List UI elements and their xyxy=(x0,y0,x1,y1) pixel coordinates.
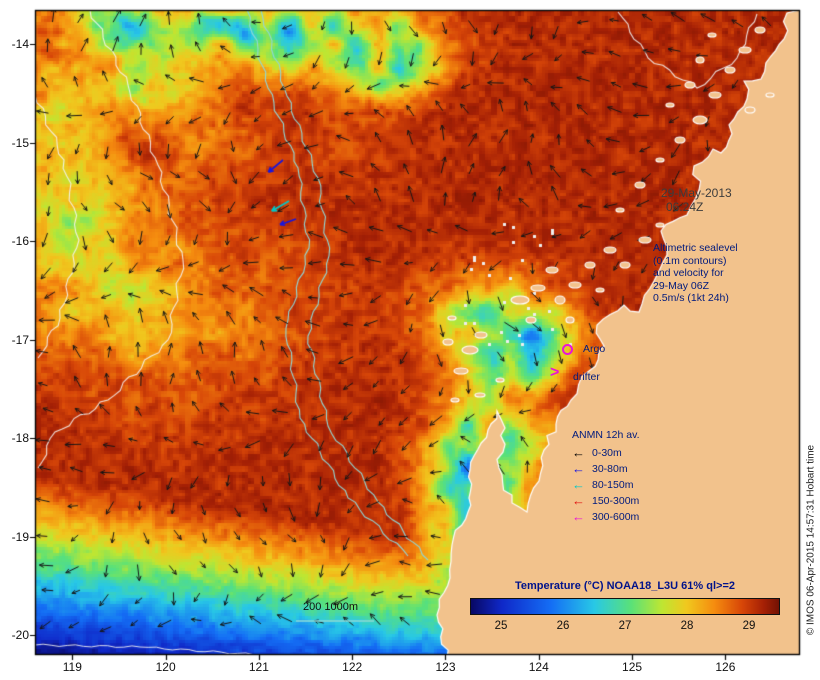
x-axis-tick-label: 120 xyxy=(155,660,176,674)
colorbar-title: Temperature (°C) NOAA18_L3U 61% ql>=2 xyxy=(515,580,735,592)
x-axis-tick-label: 122 xyxy=(342,660,363,674)
argo-label: Argo xyxy=(583,343,606,355)
altimetric-note-line: and velocity for xyxy=(653,267,724,279)
y-axis-tick-label: -17 xyxy=(11,332,29,347)
anmn-legend-entry: ← 0-30m xyxy=(572,445,640,461)
anmn-entry-label: 300-600m xyxy=(592,511,640,523)
anmn-legend: ANMN 12h av. ← 0-30m ← 30-80m ← 80-150m ← 150-3… xyxy=(572,429,640,525)
y-axis-tick-label: -18 xyxy=(11,431,29,446)
anmn-entry-label: 80-150m xyxy=(592,479,634,491)
anmn-entry-label: 30-80m xyxy=(592,463,628,475)
timestamp-label: 29-May-2013 06:24Z xyxy=(661,186,732,214)
anmn-depth-arrow-icon: ← xyxy=(572,461,585,476)
colorbar-tick-label: 29 xyxy=(742,620,756,632)
x-axis-tick-label: 126 xyxy=(715,660,736,674)
colorbar xyxy=(470,598,780,615)
colorbar-tick-label: 25 xyxy=(494,620,508,632)
x-axis-tick-label: 121 xyxy=(248,660,269,674)
copyright-vertical-text: © IMOS 06-Apr-2015 14:57:31 Hobart time xyxy=(805,444,817,636)
anmn-legend-title: ANMN 12h av. xyxy=(572,429,640,441)
timestamp-time: 06:24Z xyxy=(666,200,704,214)
altimetric-note-line: (0.1m contours) xyxy=(653,254,727,267)
anmn-depth-arrow-icon: ← xyxy=(572,477,585,492)
anmn-entry-label: 0-30m xyxy=(592,447,622,459)
anmn-depth-arrow-icon: ← xyxy=(572,493,585,508)
anmn-legend-entry: ← 30-80m xyxy=(572,461,640,477)
drifter-icon: > xyxy=(550,364,560,381)
x-axis-tick-label: 124 xyxy=(528,660,549,674)
y-axis-tick-label: -20 xyxy=(11,628,29,643)
anmn-legend-entry: ← 150-300m xyxy=(572,493,640,509)
anmn-entry-label: 150-300m xyxy=(592,495,640,507)
colorbar-tick-label: 28 xyxy=(680,620,694,632)
altimetric-note-line: 0.5m/s (1kt 24h) xyxy=(653,292,729,304)
x-axis-tick-label: 119 xyxy=(62,660,82,674)
altimetric-note-line: 29-May 06Z xyxy=(653,279,710,292)
anmn-legend-entry: ← 300-600m xyxy=(572,509,640,525)
timestamp-date: 29-May-2013 xyxy=(661,186,732,200)
drifter-label: drifter xyxy=(573,371,600,383)
argo-float-icon xyxy=(562,344,573,355)
y-axis-tick-label: -15 xyxy=(11,135,29,150)
anmn-depth-arrow-icon: ← xyxy=(572,445,585,460)
anmn-legend-entries: ← 0-30m ← 30-80m ← 80-150m ← 150-300m ← 300-600m xyxy=(572,445,640,525)
colorbar-tick-label: 27 xyxy=(618,620,632,632)
y-axis-tick-label: -19 xyxy=(11,529,29,544)
x-axis-tick-label: 125 xyxy=(622,660,643,674)
x-axis-tick-label: 123 xyxy=(435,660,456,674)
anmn-legend-entry: ← 80-150m xyxy=(572,477,640,493)
y-axis-tick-label: -16 xyxy=(11,234,29,249)
colorbar-tick-label: 26 xyxy=(556,620,570,632)
y-axis-tick-label: -14 xyxy=(11,37,29,52)
anmn-depth-arrow-icon: ← xyxy=(572,509,585,524)
altimetric-note: Altimetric sealevel (0.1m contours) and ve… xyxy=(653,242,738,305)
altimetric-note-line: Altimetric sealevel xyxy=(653,242,738,254)
depth-scale-label: 200 1000m xyxy=(303,601,359,613)
